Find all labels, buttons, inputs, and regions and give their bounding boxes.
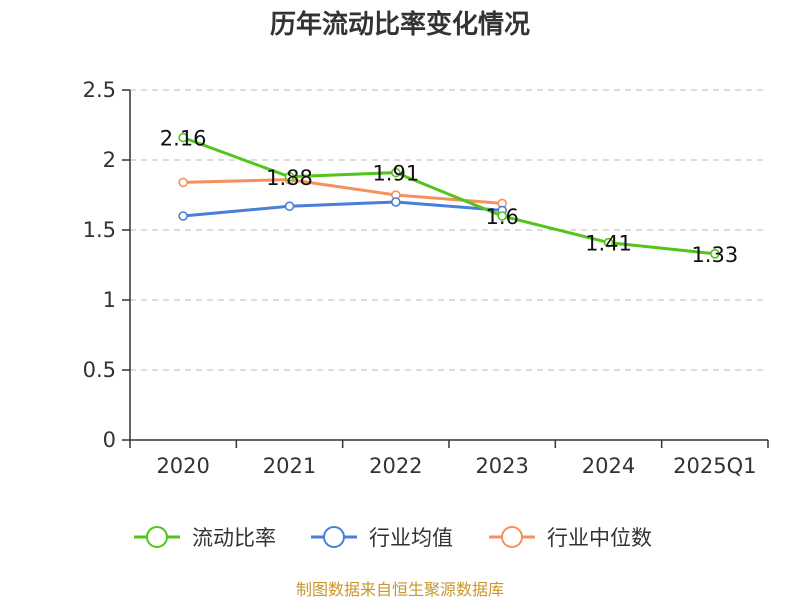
legend-item-1[interactable]: 行业均值	[311, 526, 453, 550]
y-tick-label: 2	[103, 148, 116, 172]
x-tick-label: 2022	[369, 454, 422, 478]
gridlines	[130, 89, 768, 371]
data-point[interactable]	[178, 132, 188, 143]
y-tick-label: 0.5	[83, 358, 116, 382]
legend-item-2[interactable]: 行业中位数	[489, 526, 652, 550]
x-tick-label: 2023	[475, 454, 528, 478]
data-point[interactable]	[284, 172, 295, 182]
legend-label: 行业中位数	[547, 526, 652, 550]
data-point[interactable]	[710, 249, 720, 259]
y-tick-label: 1	[103, 288, 116, 312]
legend: 流动比率 行业均值 行业中位数	[134, 526, 652, 550]
legend-marker	[501, 526, 523, 548]
data-point[interactable]	[497, 211, 507, 221]
data-label: 1.88	[266, 166, 313, 190]
legend-label: 流动比率	[192, 526, 276, 550]
data-label: 1.91	[372, 162, 419, 186]
data-label: 1.33	[691, 243, 738, 267]
y-tick-label: 1.5	[83, 218, 116, 242]
legend-label: 行业均值	[369, 526, 453, 550]
y-tick-label: 0	[103, 428, 116, 452]
data-point[interactable]	[603, 237, 614, 248]
chart-source: 制图数据来自恒生聚源数据库	[296, 580, 504, 599]
x-tick-label: 2024	[582, 454, 635, 478]
legend-marker	[323, 526, 345, 548]
data-point[interactable]	[178, 177, 188, 188]
data-label: 1.6	[485, 205, 518, 229]
data-point[interactable]	[391, 197, 401, 207]
legend-item-0[interactable]: 流动比率	[134, 526, 276, 550]
series-line-1	[183, 200, 503, 218]
data-point[interactable]	[391, 167, 401, 178]
series-lines	[178, 132, 720, 259]
data-point[interactable]	[178, 211, 188, 221]
x-tick-label: 2021	[263, 454, 316, 478]
data-label: 1.41	[585, 232, 632, 256]
data-label: 2.16	[160, 127, 207, 151]
x-tick-label: 2020	[156, 454, 209, 478]
data-point[interactable]	[284, 201, 295, 211]
axes: 0 0.5 1 1.5 2 2.5 2020 2021 2022 2023 2024 2025Q1	[83, 78, 769, 478]
legend-marker	[146, 526, 168, 548]
x-tick-label: 2025Q1	[673, 454, 756, 478]
series-line-2	[183, 178, 503, 205]
data-labels: 2.16 1.88 1.91 1.6 1.41 1.33	[160, 127, 738, 267]
series-line-0	[182, 136, 715, 256]
chart-title: 历年流动比率变化情况	[270, 9, 530, 40]
y-tick-label: 2.5	[83, 78, 116, 102]
